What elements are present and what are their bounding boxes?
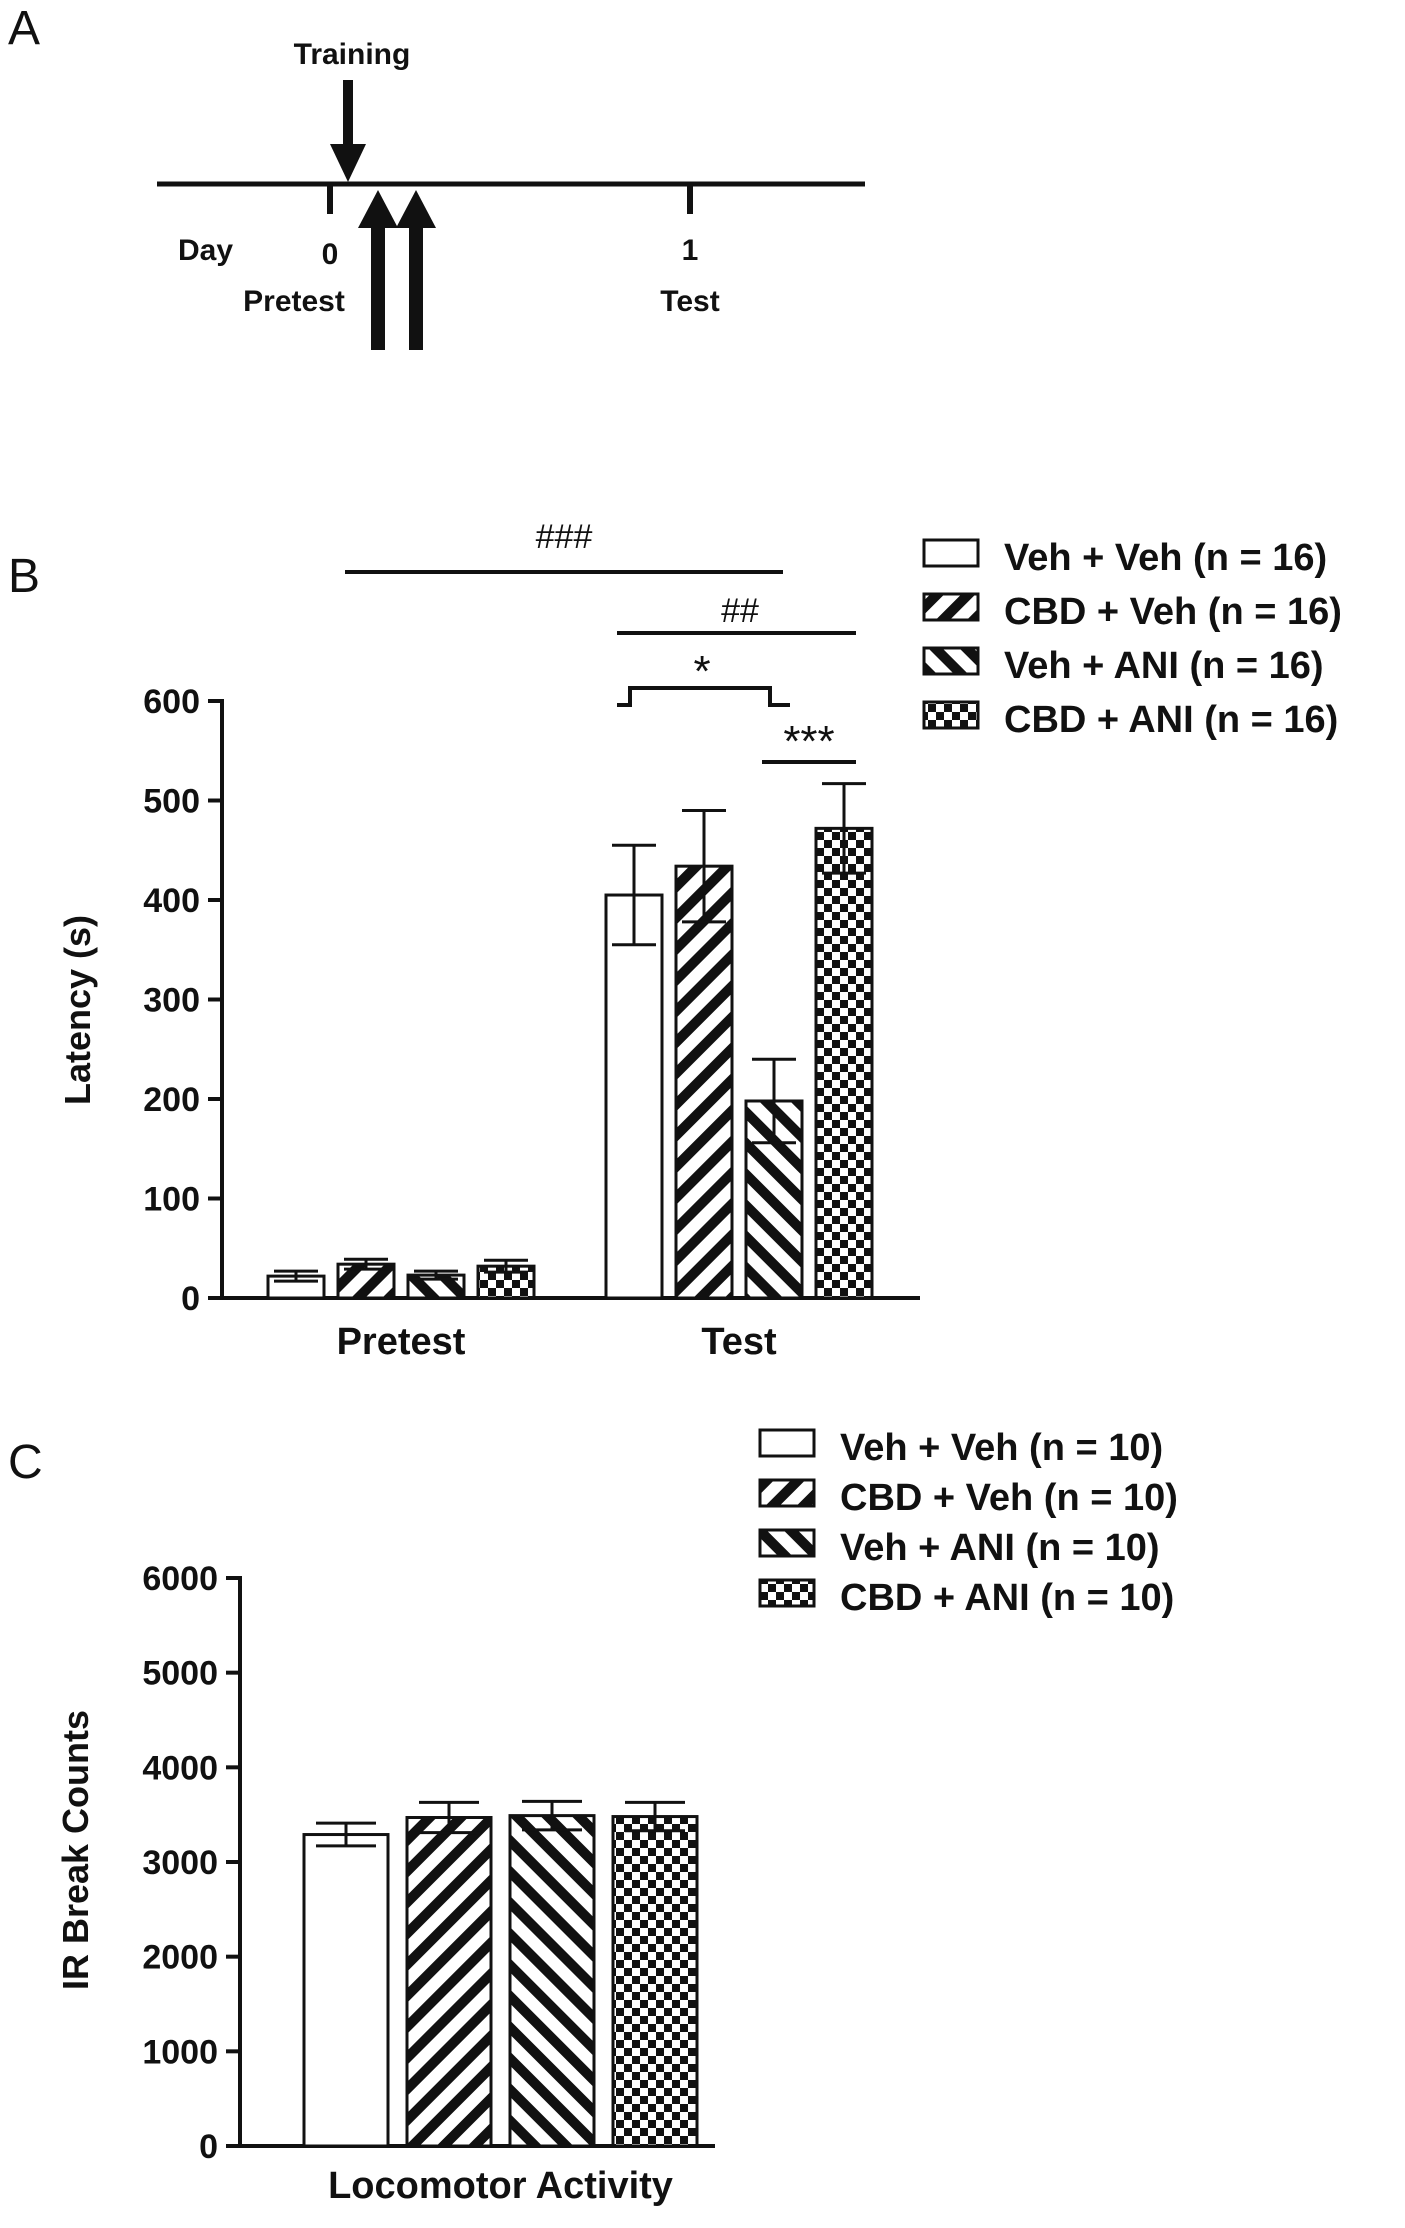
- panel-a-letter: A: [8, 2, 40, 55]
- test-label: Test: [660, 285, 719, 318]
- b-bar: [814, 826, 874, 1300]
- c-legend-label: Veh + Veh (n = 10): [840, 1427, 1163, 1469]
- b-y-tick-label: 300: [143, 982, 200, 1020]
- panel-c-legend: Veh + Veh (n = 10) CBD + Veh (n = 10) Veh …: [758, 1427, 1178, 1619]
- c-legend-swatch: [758, 1528, 816, 1558]
- c-bar: [405, 1816, 493, 2148]
- panel-b-y-title: Latency (s): [57, 915, 98, 1105]
- panel-c-bars: [302, 1799, 699, 2148]
- day0-label: 0: [322, 238, 339, 271]
- b-legend-label: Veh + Veh (n = 16): [1004, 537, 1327, 579]
- sig-pretest-test: ###: [536, 518, 593, 556]
- b-legend-swatch: [922, 700, 980, 730]
- b-legend-swatch: [922, 538, 980, 568]
- b-legend-label: CBD + ANI (n = 16): [1004, 699, 1338, 741]
- training-arrow-head: [330, 144, 366, 182]
- panel-b-chart: B 0 100 200 300 400 500 600 Latency (s) Pretes…: [8, 518, 1342, 1363]
- panel-c-letter: C: [8, 1436, 43, 1489]
- day-label: Day: [178, 234, 233, 267]
- c-bar: [508, 1814, 596, 2148]
- b-category-label: Test: [701, 1321, 777, 1363]
- training-label: Training: [294, 38, 411, 71]
- b-y-tick-label: 600: [143, 683, 200, 721]
- c-legend-label: CBD + Veh (n = 10): [840, 1477, 1178, 1519]
- c-y-tick-label: 0: [199, 2128, 218, 2166]
- c-bar: [611, 1815, 699, 2148]
- b-y-tick-label: 400: [143, 882, 200, 920]
- sig-test-top: ##: [721, 592, 759, 630]
- c-legend-label: CBD + ANI (n = 10): [840, 1577, 1174, 1619]
- c-y-tick-label: 5000: [142, 1655, 218, 1693]
- b-bar: [604, 893, 664, 1300]
- panel-c-chart: C 0 1000 2000 3000 4000 5000 6000 IR Break Cou…: [8, 1427, 1178, 2207]
- pretest-label: Pretest: [243, 285, 345, 318]
- c-y-tick-label: 1000: [142, 2033, 218, 2071]
- c-y-tick-label: 6000: [142, 1560, 218, 1598]
- panel-b-y-axis: 0 100 200 300 400 500 600: [143, 683, 920, 1318]
- panel-a-timeline: A Training Day 0 1 Pretest Test: [8, 2, 865, 350]
- panel-c-y-title: IR Break Counts: [55, 1710, 96, 1990]
- c-y-tick-label: 4000: [142, 1749, 218, 1787]
- b-category-label: Pretest: [337, 1321, 466, 1363]
- sig-test-mid: *: [693, 647, 710, 696]
- c-legend-swatch: [758, 1478, 816, 1508]
- b-legend-label: CBD + Veh (n = 16): [1004, 591, 1342, 633]
- b-y-tick-label: 0: [181, 1280, 200, 1318]
- b-y-tick-label: 500: [143, 783, 200, 821]
- b-legend-swatch: [922, 646, 980, 676]
- bracket-test-mid: [617, 686, 790, 707]
- panel-b-significance: ### ## * ***: [345, 518, 856, 766]
- injection-arrow-2-head: [396, 190, 436, 228]
- c-y-tick-label: 3000: [142, 1844, 218, 1882]
- panel-b-bars: [266, 782, 874, 1300]
- panel-b-categories: Pretest Test: [337, 1321, 777, 1363]
- b-y-tick-label: 100: [143, 1181, 200, 1219]
- b-legend-swatch: [922, 592, 980, 622]
- panel-b-letter: B: [8, 550, 40, 603]
- panel-b-legend: Veh + Veh (n = 16) CBD + Veh (n = 16) Veh …: [922, 537, 1342, 741]
- b-bar: [674, 864, 734, 1300]
- sig-test-low: ***: [783, 717, 834, 766]
- injection-arrow-1-head: [358, 190, 398, 228]
- panel-c-categories: Locomotor Activity: [328, 2165, 673, 2207]
- c-category-label: Locomotor Activity: [328, 2165, 673, 2207]
- b-legend-label: Veh + ANI (n = 16): [1004, 645, 1324, 687]
- c-y-tick-label: 2000: [142, 1939, 218, 1977]
- day1-label: 1: [682, 234, 699, 267]
- c-legend-label: Veh + ANI (n = 10): [840, 1527, 1160, 1569]
- b-y-tick-label: 200: [143, 1081, 200, 1119]
- c-legend-swatch: [758, 1428, 816, 1458]
- c-bar: [302, 1833, 390, 2148]
- c-legend-swatch: [758, 1578, 816, 1608]
